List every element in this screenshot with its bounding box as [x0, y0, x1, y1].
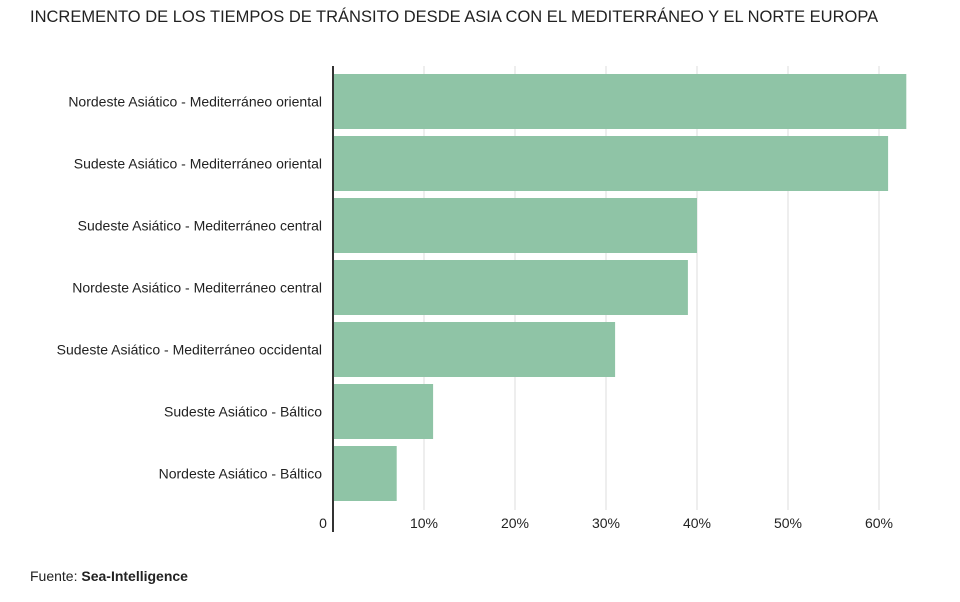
x-tick-label: 30%	[592, 515, 620, 531]
category-label: Nordeste Asiático - Mediterráneo central	[72, 280, 322, 296]
category-label: Sudeste Asiático - Mediterráneo oriental	[74, 156, 322, 172]
source-note: Fuente: Sea-Intelligence	[30, 568, 188, 584]
x-tick-label: 20%	[501, 515, 529, 531]
x-tick-label: 10%	[410, 515, 438, 531]
x-tick-label: 50%	[774, 515, 802, 531]
bars	[333, 74, 907, 501]
bar	[333, 322, 616, 377]
bar	[333, 198, 697, 253]
category-label: Sudeste Asiático - Mediterráneo occident…	[57, 342, 322, 358]
x-tick-label: 0	[319, 515, 327, 531]
category-label: Sudeste Asiático - Báltico	[164, 404, 322, 420]
category-labels: Nordeste Asiático - Mediterráneo orienta…	[57, 94, 323, 482]
category-label: Sudeste Asiático - Mediterráneo central	[78, 218, 322, 234]
bar	[333, 260, 688, 315]
chart-title: INCREMENTO DE LOS TIEMPOS DE TRÁNSITO DE…	[30, 8, 879, 26]
source-name: Sea-Intelligence	[81, 568, 188, 584]
x-tick-labels: 0 10% 20% 30% 40% 50% 60%	[319, 515, 893, 531]
category-label: Nordeste Asiático - Báltico	[159, 466, 323, 482]
x-tick-label: 40%	[683, 515, 711, 531]
bar	[333, 136, 889, 191]
bar	[333, 446, 397, 501]
category-label: Nordeste Asiático - Mediterráneo orienta…	[68, 94, 322, 110]
bar	[333, 74, 907, 129]
bar	[333, 384, 434, 439]
x-tick-label: 60%	[865, 515, 893, 531]
source-prefix: Fuente:	[30, 568, 78, 584]
